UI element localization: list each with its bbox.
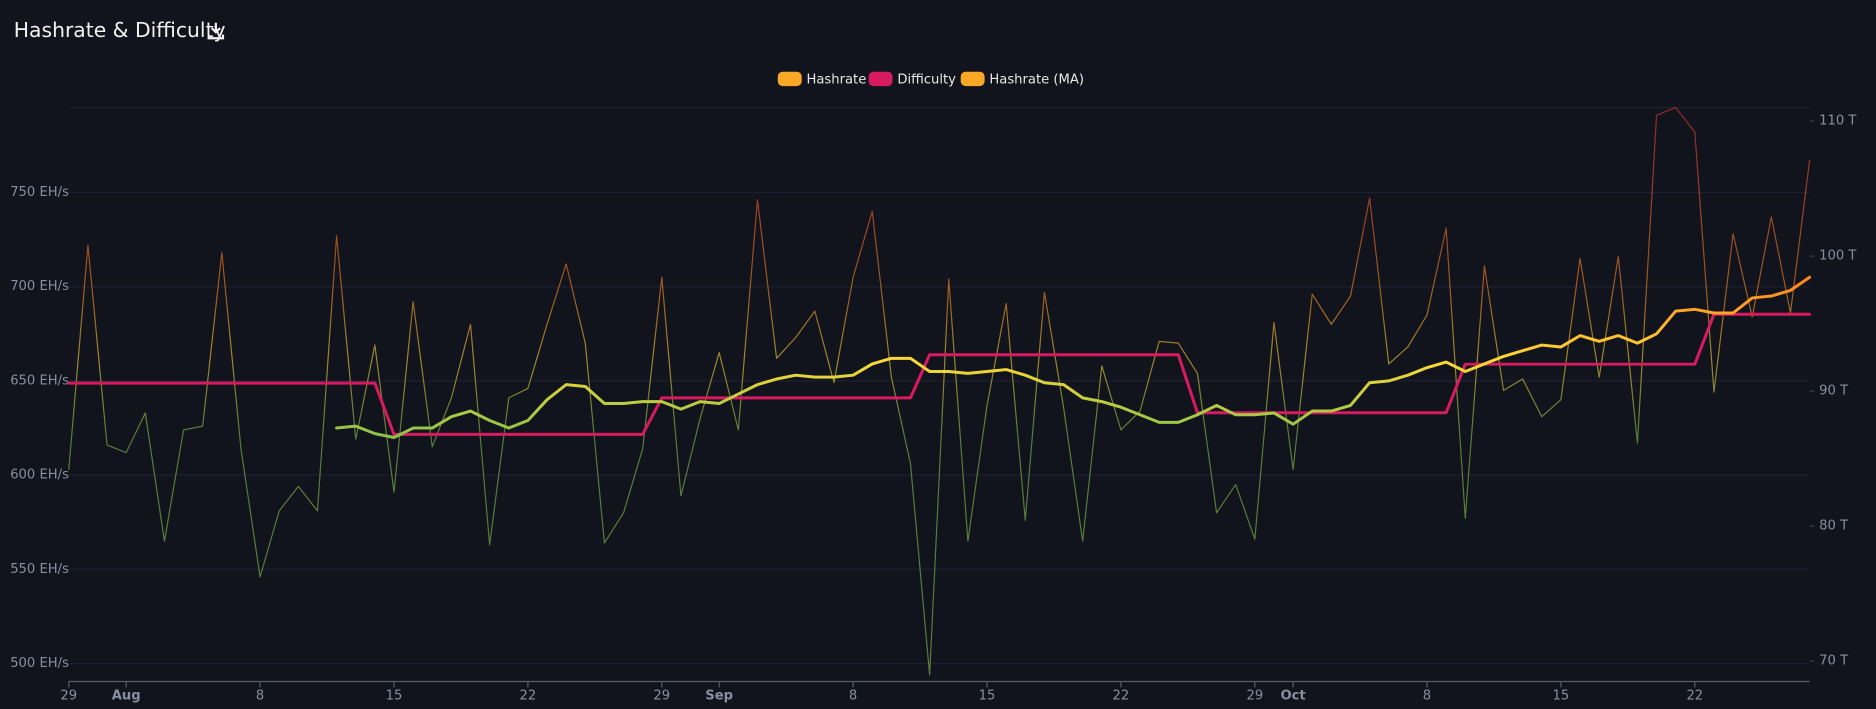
x-tick-label: 8 [849, 688, 857, 703]
legend-label: Hashrate [806, 73, 866, 88]
y-tick-label: 650 EH/s [10, 373, 69, 388]
y-tick-label: 500 EH/s [10, 656, 69, 671]
chart-title: Hashrate & Difficulty [14, 18, 226, 42]
x-tick-label: 15 [1553, 688, 1570, 703]
x-tick-label: 29 [1246, 688, 1263, 703]
x-tick-label: Sep [705, 688, 733, 703]
x-tick-label: Oct [1280, 688, 1305, 703]
series-line [68, 107, 1811, 676]
y2-tick-label: 80 T [1819, 519, 1849, 534]
y2-tick-label: 70 T [1819, 654, 1849, 669]
x-tick-label: 22 [1113, 688, 1130, 703]
x-tick-label: 29 [60, 688, 77, 703]
y2-tick-label: 90 T [1819, 384, 1849, 399]
x-tick-label: Aug [112, 688, 141, 703]
y-tick-label: 550 EH/s [10, 562, 69, 577]
y2-tick-label: 100 T [1819, 249, 1857, 264]
x-tick-label: 22 [1686, 688, 1703, 703]
download-icon[interactable] [207, 22, 225, 40]
x-tick-label: 8 [256, 688, 264, 703]
legend-swatch [868, 71, 893, 87]
x-tick-label: 29 [653, 688, 670, 703]
y-tick-label: 700 EH/s [10, 279, 69, 294]
x-tick-label: 22 [520, 688, 537, 703]
series-line [335, 275, 1812, 439]
x-tick-label: 8 [1423, 688, 1431, 703]
legend-swatch [960, 71, 985, 87]
y-tick-label: 600 EH/s [10, 468, 69, 483]
y-tick-label: 750 EH/s [10, 185, 69, 200]
y2-tick-label: 110 T [1819, 114, 1857, 129]
legend-swatch [777, 71, 802, 87]
series-line [67, 312, 1812, 436]
x-tick-label: 15 [386, 688, 403, 703]
legend-label: Difficulty [897, 73, 956, 88]
legend-label: Hashrate (MA) [989, 73, 1084, 88]
x-tick-label: 15 [979, 688, 996, 703]
